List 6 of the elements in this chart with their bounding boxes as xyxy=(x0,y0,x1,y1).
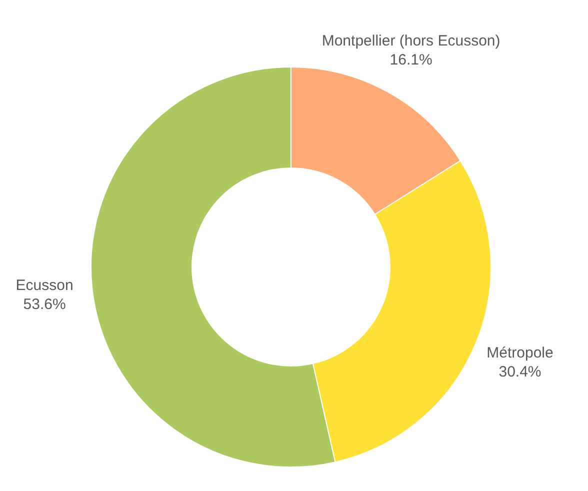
data-label: 16.1% xyxy=(390,51,432,68)
slice-label: Ecusson xyxy=(16,277,74,294)
slice-label: Montpellier (hors Ecusson) xyxy=(322,32,500,50)
data-label: 53.6% xyxy=(23,296,66,314)
slice-label: Métropole xyxy=(486,344,554,362)
data-label: 30.4% xyxy=(498,364,542,381)
